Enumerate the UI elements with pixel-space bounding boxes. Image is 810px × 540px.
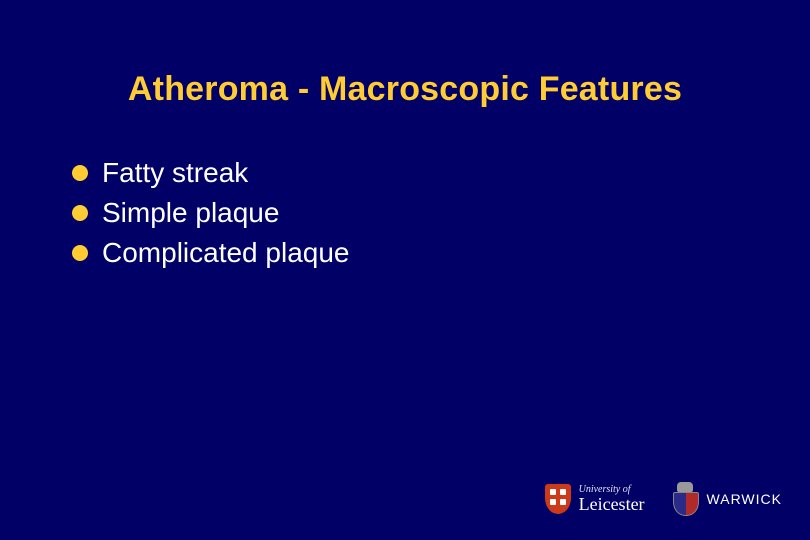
warwick-logo: WARWICK xyxy=(671,482,782,516)
bullet-text: Fatty streak xyxy=(102,157,248,189)
list-item: Complicated plaque xyxy=(72,237,760,269)
bullet-text: Simple plaque xyxy=(102,197,279,229)
bullet-text: Complicated plaque xyxy=(102,237,350,269)
leicester-bottom-line: Leicester xyxy=(579,495,645,513)
bullet-icon xyxy=(72,165,88,181)
warwick-label: WARWICK xyxy=(707,491,782,507)
list-item: Simple plaque xyxy=(72,197,760,229)
bullet-icon xyxy=(72,205,88,221)
shield-icon xyxy=(545,484,571,514)
slide: Atheroma - Macroscopic Features Fatty st… xyxy=(0,0,810,540)
bullet-icon xyxy=(72,245,88,261)
list-item: Fatty streak xyxy=(72,157,760,189)
slide-title: Atheroma - Macroscopic Features xyxy=(50,70,760,109)
footer-logos: University of Leicester WARWICK xyxy=(545,482,782,516)
leicester-top-line: University of xyxy=(579,485,645,495)
leicester-text: University of Leicester xyxy=(579,485,645,513)
crest-icon xyxy=(671,482,699,516)
leicester-logo: University of Leicester xyxy=(545,484,645,514)
bullet-list: Fatty streak Simple plaque Complicated p… xyxy=(50,157,760,269)
